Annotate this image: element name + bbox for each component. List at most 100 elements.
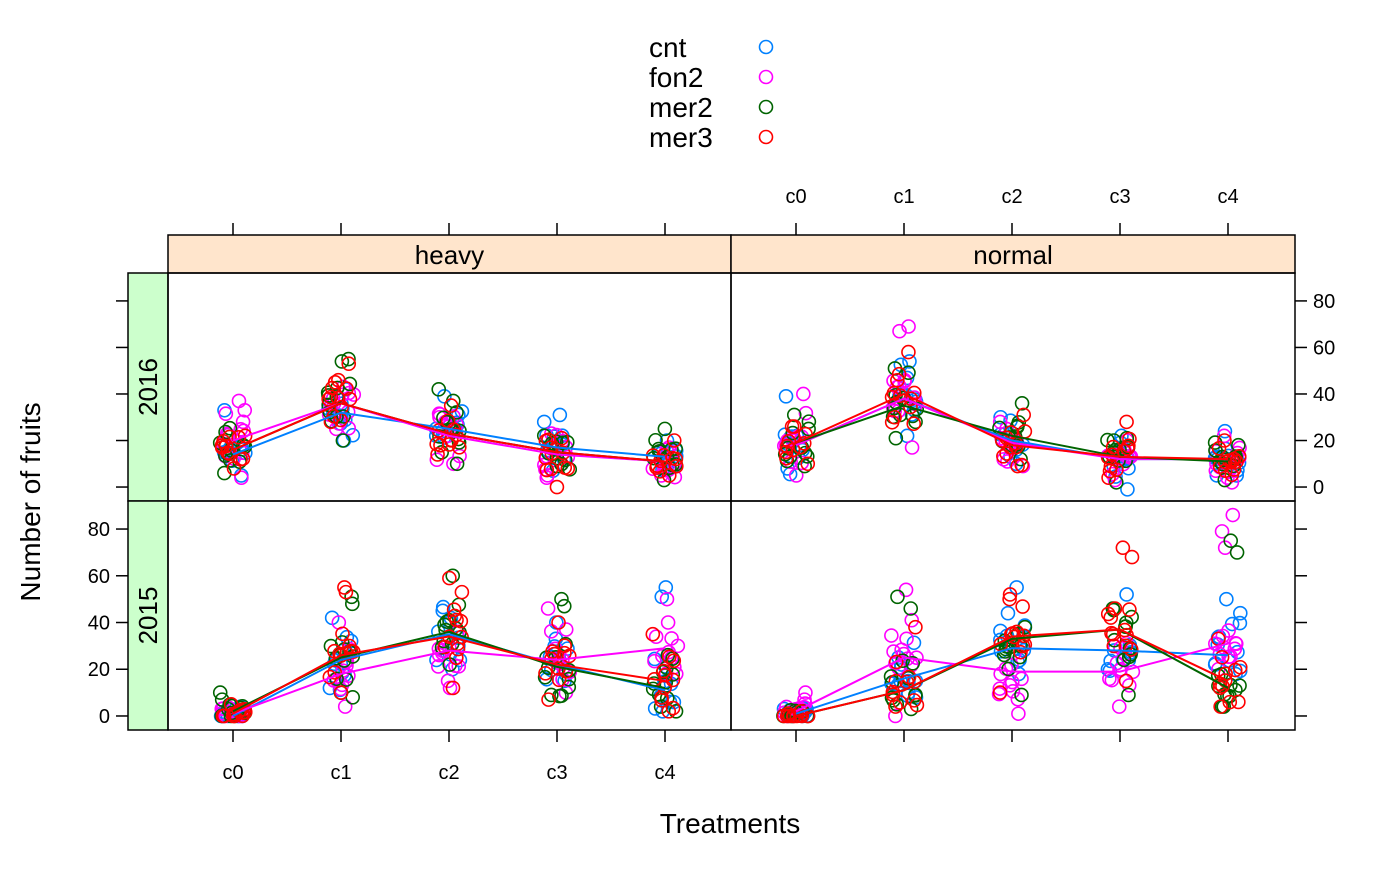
legend-label-mer3: mer3 [649,122,713,153]
y-tick-label-right: 20 [1313,431,1335,453]
data-point-mer2 [556,598,572,614]
data-point-mer3 [558,663,574,679]
data-point-mer3 [1109,462,1124,478]
data-point-mer3 [1003,425,1019,440]
data-point-mer2 [561,679,577,695]
legend-label-cnt: cnt [649,32,687,63]
data-point-mer2 [1012,649,1028,665]
data-point-mer2 [901,365,916,381]
mean-line-cnt [795,647,1229,715]
data-point-mer3 [800,456,816,472]
data-point-mer3 [665,672,681,688]
data-point-mer2 [554,688,569,704]
data-point-mer3 [327,665,342,680]
legend-marker-mer2 [758,99,774,115]
data-point-cnt [552,407,568,423]
data-point-mer3 [557,638,572,653]
data-point-mer2 [665,651,680,666]
data-point-mer3 [656,663,671,679]
data-point-mer3 [333,685,349,700]
x-tick-label-top: c2 [1001,186,1022,208]
data-point-mer3 [341,356,357,372]
data-point-fon2 [237,402,253,418]
legend-marker-mer3 [758,129,774,145]
data-point-fon2 [648,629,664,645]
data-point-mer3 [560,461,576,476]
data-point-cnt [1119,587,1134,602]
data-point-fon2 [448,658,463,673]
data-point-mer3 [666,433,682,448]
data-point-mer2 [1014,687,1029,703]
data-point-fon2 [897,374,912,389]
data-point-mer3 [654,690,669,705]
data-point-fon2 [993,666,1008,682]
data-point-mer2 [334,354,350,369]
y-tick-label-left: 20 [88,659,110,681]
x-tick-label-bottom: c3 [546,762,567,784]
data-point-fon2 [1015,458,1031,474]
data-point-mer3 [543,461,559,477]
x-tick-label-top: c3 [1109,186,1130,208]
strip-heavy [167,234,732,274]
data-point-mer3 [216,708,232,724]
data-point-mer3 [323,389,339,405]
data-point-fon2 [904,440,920,455]
data-point-mer2 [801,414,817,429]
mean-line-fon2 [232,402,666,463]
data-point-fon2 [235,414,251,430]
data-point-fon2 [543,624,559,639]
data-point-mer3 [1118,673,1134,689]
data-point-mer2 [1121,687,1136,703]
data-point-mer3 [1002,587,1018,602]
data-point-mer3 [538,433,554,449]
data-point-mer2 [1001,661,1016,677]
data-point-cnt [1000,605,1016,621]
data-point-mer3 [1231,694,1246,710]
data-point-mer3 [1115,540,1131,556]
data-point-mer3 [1014,457,1030,473]
data-point-cnt [1232,663,1248,679]
data-point-cnt [902,354,917,369]
data-point-mer3 [884,414,900,430]
data-point-cnt [536,414,552,430]
data-point-mer3 [649,458,665,473]
data-point-cnt [1120,482,1135,497]
y-tick-label-right: 80 [1313,291,1335,313]
data-point-mer3 [662,649,677,665]
data-point-cnt [659,433,675,448]
data-point-mer2 [1124,609,1139,625]
data-point-fon2 [886,644,901,659]
data-point-mer3 [1232,659,1248,675]
data-point-mer3 [661,468,677,483]
data-point-fon2 [896,646,912,662]
data-point-mer3 [1101,470,1116,486]
data-point-mer3 [1015,599,1030,614]
data-point-cnt [1217,423,1233,439]
data-point-mer3 [338,584,354,600]
data-point-mer2 [888,430,904,446]
legend-marker-cnt [758,39,774,55]
data-point-mer3 [888,654,904,670]
data-point-mer3 [890,372,905,388]
x-tick-label-top: c1 [893,186,914,208]
x-tick-label-top: c4 [1217,186,1238,208]
data-point-mer3 [447,608,463,624]
strip-label-normal: normal [973,240,1052,270]
data-point-cnt [906,635,922,651]
strip-normal [730,234,1296,274]
data-point-fon2 [660,615,676,630]
data-point-mer3 [227,708,242,724]
data-point-fon2 [540,601,556,616]
y-tick-label-right: 40 [1313,384,1335,406]
data-point-fon2 [337,699,353,714]
data-point-mer2 [1223,533,1239,549]
data-point-mer2 [903,601,919,616]
data-point-mer3 [1016,407,1032,423]
data-point-fon2 [231,393,247,409]
data-point-mer2 [890,589,905,605]
data-point-mer2 [1106,433,1122,448]
data-point-mer3 [545,644,560,659]
data-point-mer3 [1104,625,1119,641]
